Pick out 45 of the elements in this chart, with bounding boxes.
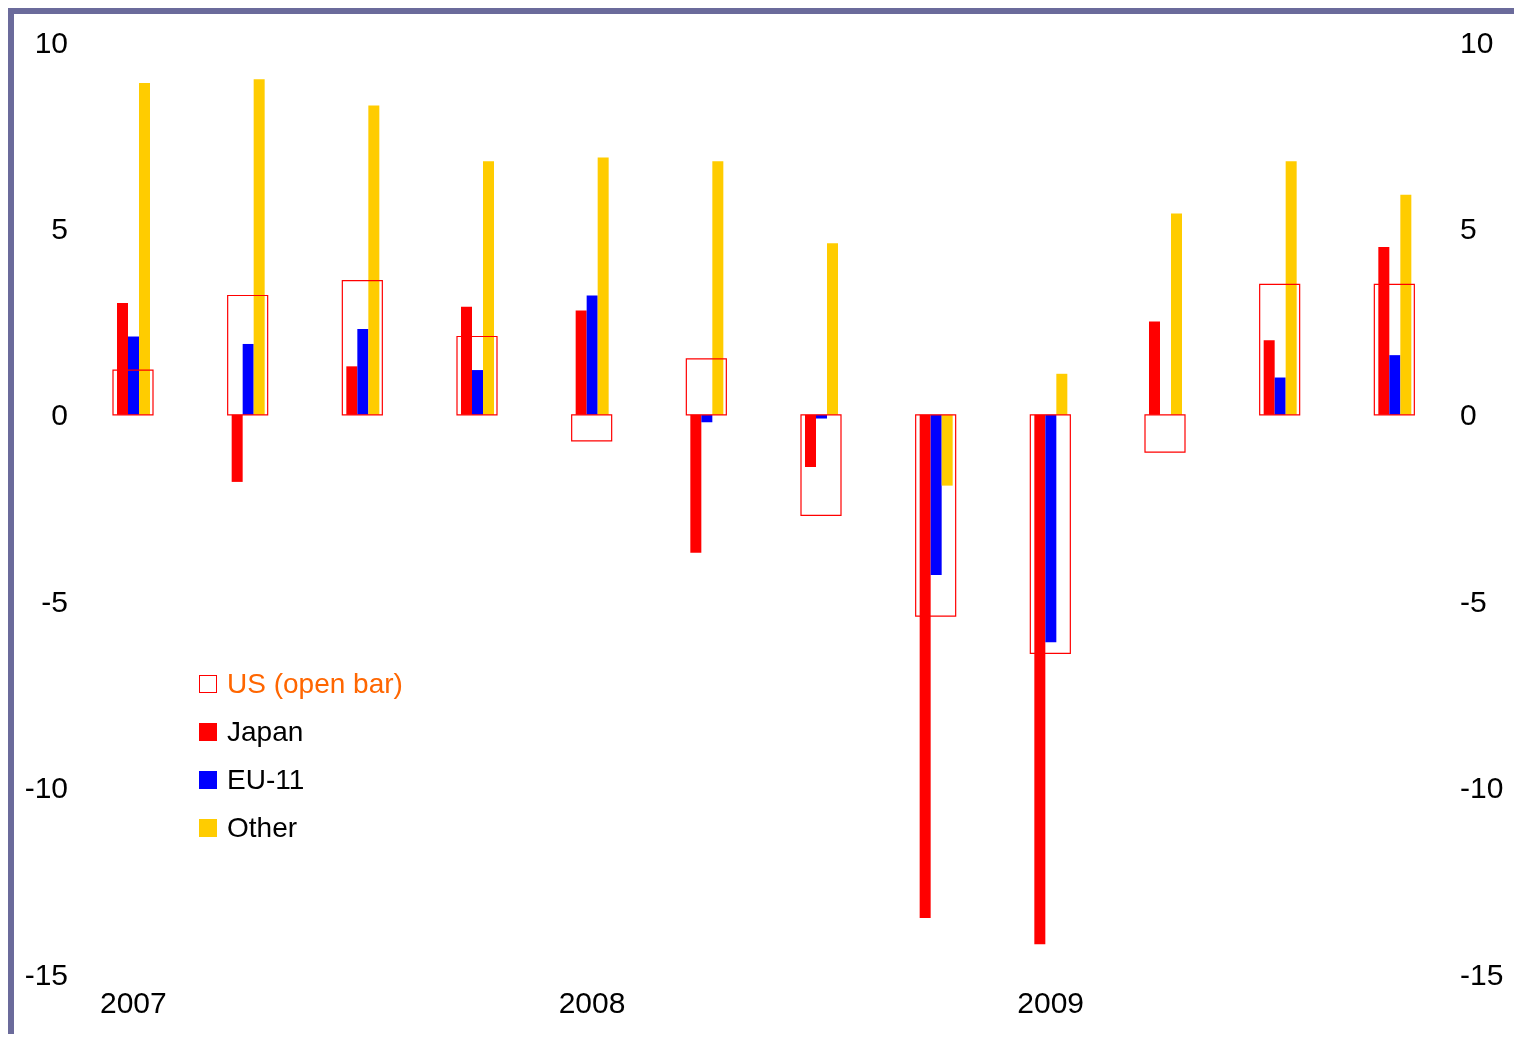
- legend-label: Other: [227, 812, 298, 844]
- legend-label: Japan: [227, 716, 304, 748]
- bar: [341, 279, 383, 416]
- y-tick-label: -15: [24, 957, 68, 991]
- bar: [1274, 377, 1286, 415]
- bar: [1400, 194, 1412, 415]
- bar: [701, 414, 713, 423]
- y-tick-label: 5: [51, 212, 68, 246]
- x-tick-label: 2009: [1017, 986, 1085, 1020]
- bar: [472, 370, 483, 415]
- y2-tick-label: -10: [1460, 771, 1504, 805]
- bar: [1171, 213, 1182, 415]
- y2-tick-label: 10: [1460, 25, 1494, 59]
- y-tick-label: 0: [51, 398, 68, 432]
- bar: [1259, 283, 1301, 416]
- y2-tick-label: -5: [1460, 584, 1487, 618]
- y-tick-label: 10: [34, 25, 68, 59]
- bar: [253, 79, 265, 415]
- bar: [827, 243, 838, 415]
- bar: [357, 329, 369, 415]
- y2-tick-label: -15: [1460, 957, 1504, 991]
- bar: [128, 336, 139, 415]
- legend-label: US (open bar): [227, 668, 403, 700]
- bar: [1389, 355, 1401, 415]
- bar: [800, 414, 842, 517]
- bar: [712, 161, 724, 415]
- bar: [368, 105, 380, 415]
- bar: [139, 83, 150, 415]
- bar: [597, 157, 609, 415]
- bar: [930, 414, 942, 576]
- bar: [816, 414, 827, 419]
- x-tick-label: 2007: [99, 986, 167, 1020]
- bar: [483, 161, 494, 415]
- bar: [242, 343, 254, 415]
- bar: [1285, 161, 1297, 415]
- x-tick-label: 2008: [558, 986, 626, 1020]
- legend-label: EU-11: [227, 764, 305, 796]
- bar: [941, 414, 953, 486]
- bar: [586, 295, 598, 415]
- bar: [1056, 373, 1068, 415]
- bar: [1045, 414, 1057, 643]
- y2-tick-label: 0: [1460, 398, 1477, 432]
- y-tick-label: -10: [24, 771, 68, 805]
- y-tick-label: -5: [41, 584, 68, 618]
- y2-tick-label: 5: [1460, 212, 1477, 246]
